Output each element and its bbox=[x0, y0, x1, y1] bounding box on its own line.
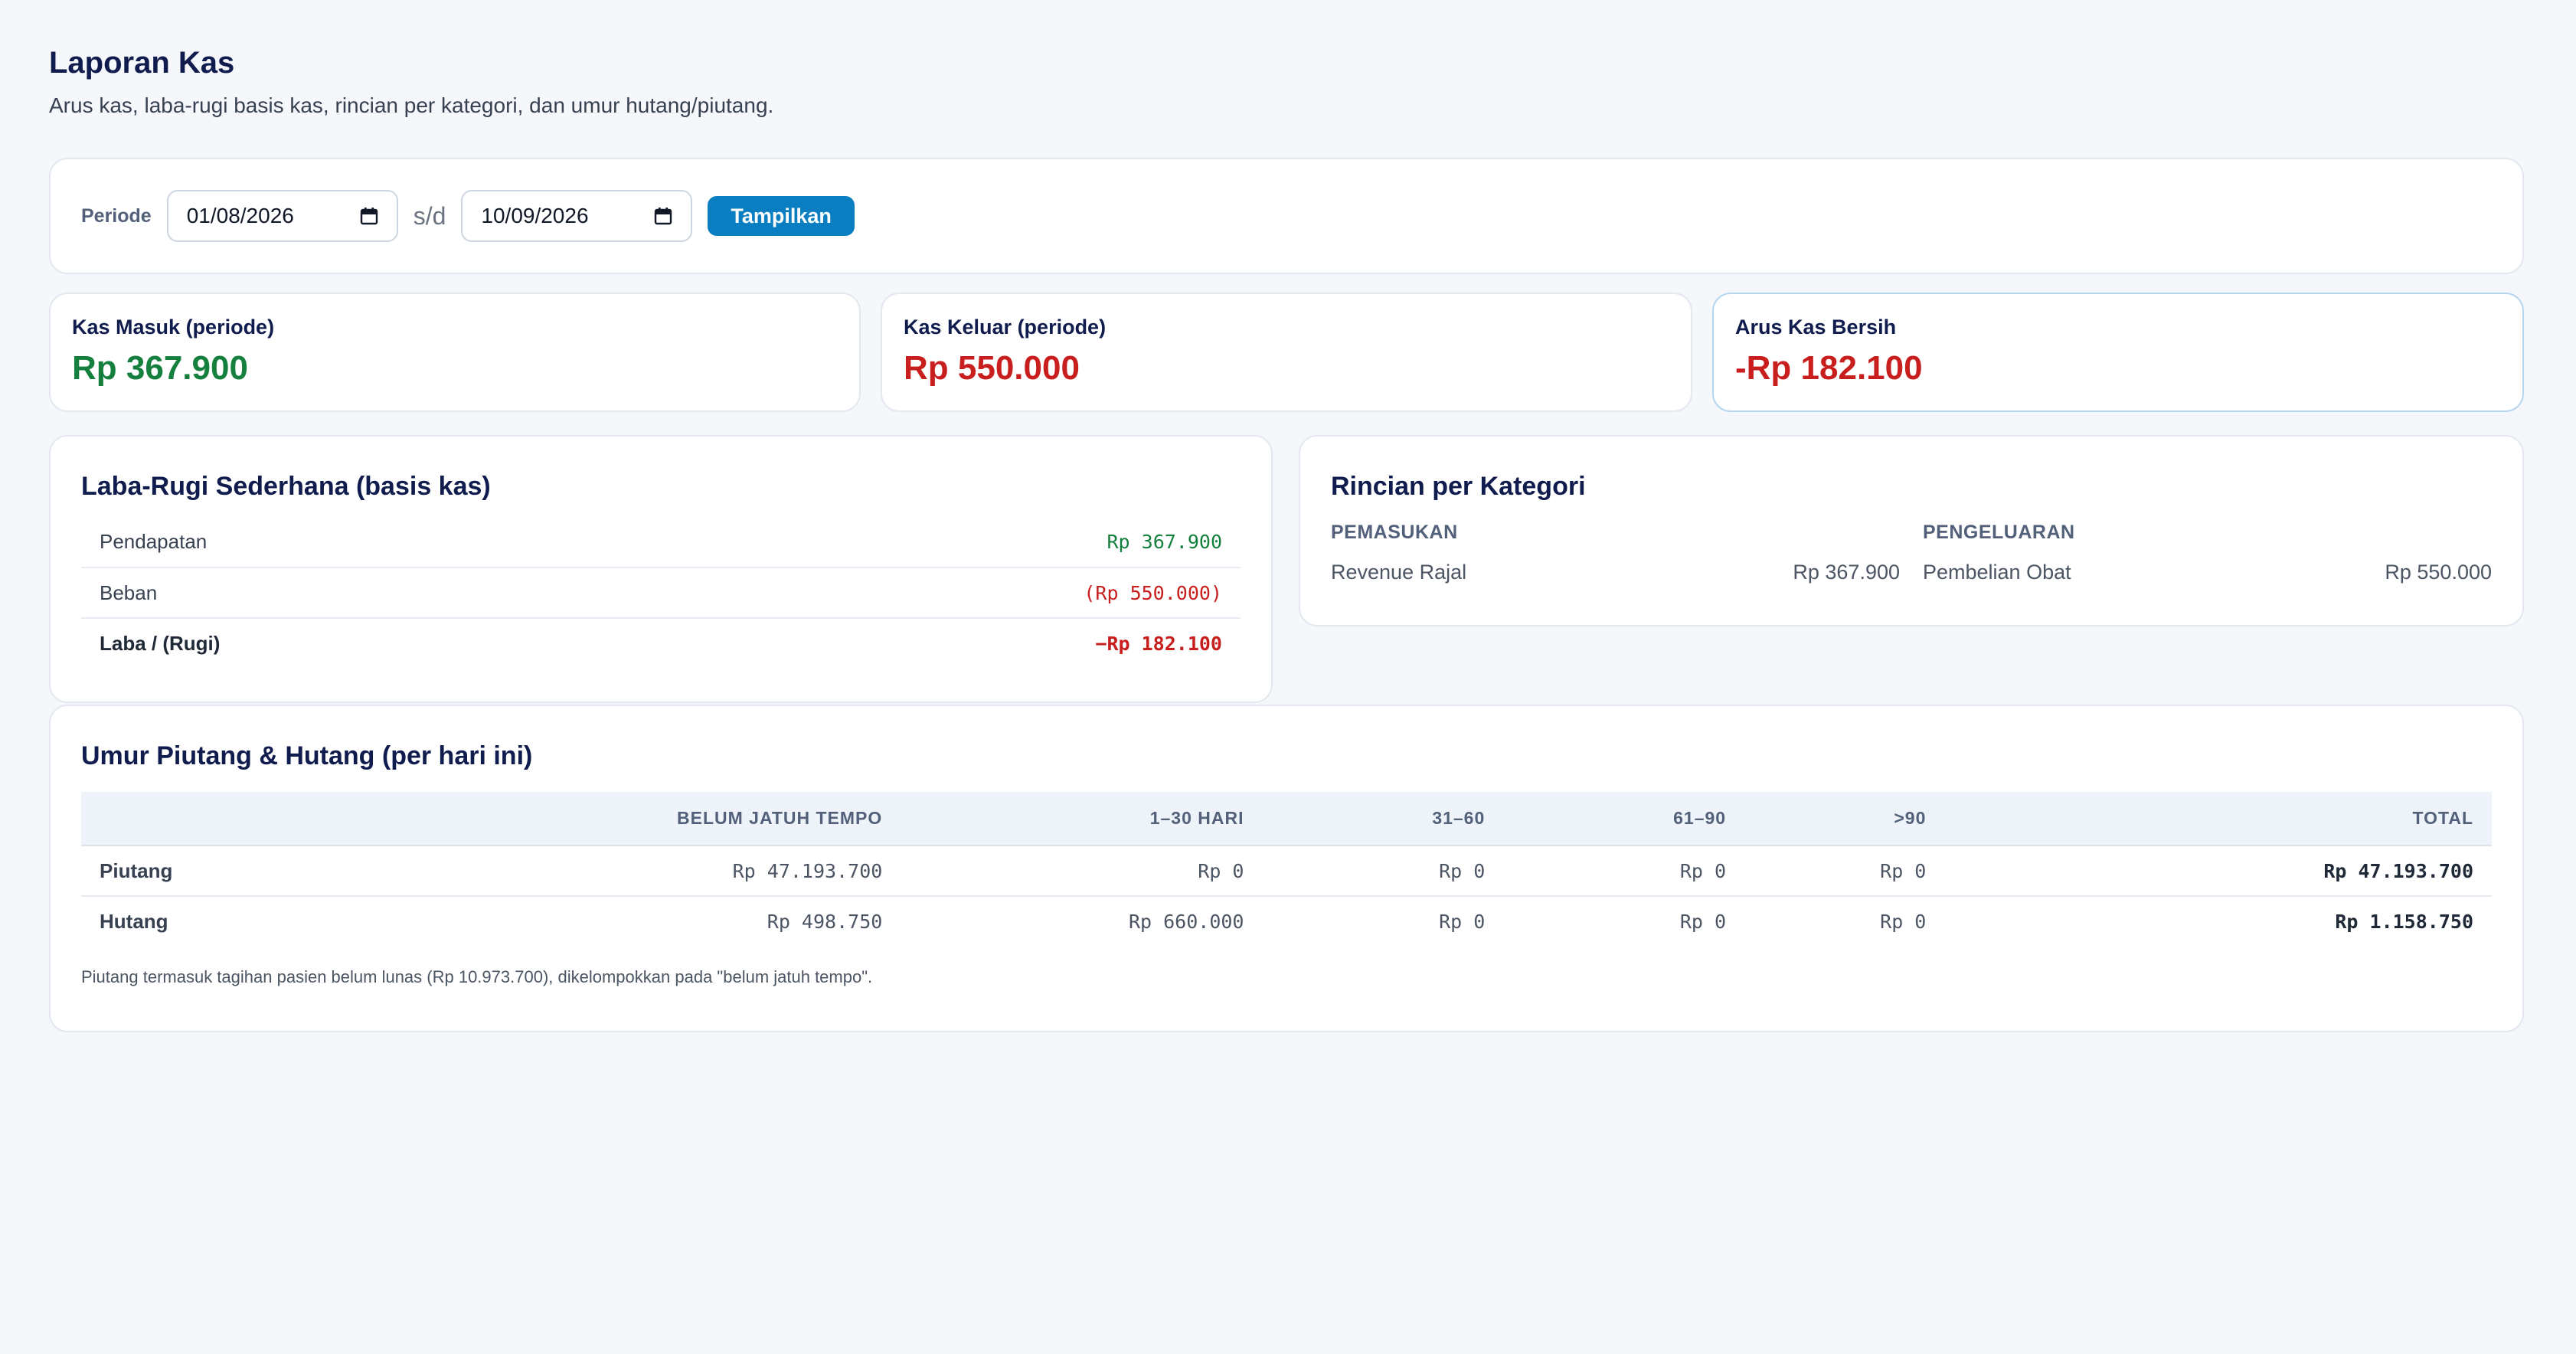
column-header: 31–60 bbox=[1262, 792, 1504, 846]
table-cell: Rp 0 bbox=[1262, 895, 1504, 947]
end-date-value: 10/09/2026 bbox=[481, 204, 589, 227]
aging-table: BELUM JATUH TEMPO 1–30 HARI 31–60 61–90 … bbox=[81, 792, 2492, 947]
stat-value: Rp 550.000 bbox=[904, 349, 1080, 387]
row-amount: (Rp 550.000) bbox=[1084, 581, 1222, 604]
column-header: BELUM JATUH TEMPO bbox=[466, 792, 901, 846]
column-header: >90 bbox=[1744, 792, 1945, 846]
column-header bbox=[81, 792, 467, 846]
aging-title: Umur Piutang & Hutang (per hari ini) bbox=[81, 741, 533, 770]
table-cell: Rp 0 bbox=[1679, 859, 1727, 882]
date-range-separator: s/d bbox=[413, 201, 446, 230]
start-date-input[interactable]: 01/08/2026 bbox=[166, 190, 398, 242]
stat-value: -Rp 182.100 bbox=[1735, 349, 1923, 387]
table-cell: Rp 660.000 bbox=[901, 895, 1263, 947]
category-label: Pembelian Obat bbox=[1923, 561, 2071, 584]
category-label: Revenue Rajal bbox=[1331, 561, 1467, 584]
category-item: Pembelian Obat Rp 550.000 bbox=[1923, 559, 2492, 585]
aging-card: Umur Piutang & Hutang (per hari ini) BEL… bbox=[49, 705, 2524, 1032]
table-cell-total: Rp 1.158.750 bbox=[1944, 895, 2492, 947]
laba-rugi-row-beban: Beban (Rp 550.000) bbox=[81, 567, 1241, 617]
page-subtitle: Arus kas, laba-rugi basis kas, rincian p… bbox=[49, 93, 774, 117]
period-label: Periode bbox=[81, 204, 152, 227]
aging-header-row: BELUM JATUH TEMPO 1–30 HARI 31–60 61–90 … bbox=[81, 792, 2492, 846]
table-cell: Rp 47.193.700 bbox=[732, 859, 883, 882]
calendar-icon[interactable] bbox=[360, 207, 378, 225]
aging-note: Piutang termasuk tagihan pasien belum lu… bbox=[81, 967, 873, 986]
stat-arus-kas-bersih: Arus Kas Bersih -Rp 182.100 bbox=[1712, 293, 2524, 412]
column-header: 61–90 bbox=[1503, 792, 1745, 846]
page-title: Laporan Kas bbox=[49, 46, 235, 80]
row-amount: −Rp 182.100 bbox=[1095, 632, 1222, 655]
table-cell: Rp 0 bbox=[1439, 859, 1486, 882]
row-amount: Rp 367.900 bbox=[1107, 530, 1222, 553]
pemasukan-column: PEMASUKAN Revenue Rajal Rp 367.900 bbox=[1331, 519, 1900, 585]
column-header: 1–30 HARI bbox=[901, 792, 1263, 846]
stat-kas-keluar: Kas Keluar (periode) Rp 550.000 bbox=[881, 293, 1692, 412]
pemasukan-heading: PEMASUKAN bbox=[1331, 522, 1458, 543]
category-amount: Rp 550.000 bbox=[2385, 561, 2492, 584]
row-label: Piutang bbox=[100, 859, 173, 882]
laba-rugi-row-pendapatan: Pendapatan Rp 367.900 bbox=[81, 516, 1241, 567]
table-cell: Rp 0 bbox=[1198, 859, 1244, 882]
pengeluaran-column: PENGELUARAN Pembelian Obat Rp 550.000 bbox=[1923, 519, 2492, 585]
stat-label: Arus Kas Bersih bbox=[1735, 316, 1897, 338]
table-row: Hutang Rp 498.750 Rp 660.000 Rp 0 Rp 0 R… bbox=[81, 895, 2492, 947]
start-date-value: 01/08/2026 bbox=[186, 204, 294, 227]
category-item: Revenue Rajal Rp 367.900 bbox=[1331, 559, 1900, 585]
row-label: Beban bbox=[100, 581, 158, 604]
stat-value: Rp 367.900 bbox=[72, 349, 248, 387]
pengeluaran-heading: PENGELUARAN bbox=[1923, 522, 2075, 543]
table-cell: Rp 0 bbox=[1880, 859, 1927, 882]
column-header: TOTAL bbox=[1944, 792, 2492, 846]
stat-label: Kas Keluar (periode) bbox=[904, 316, 1107, 338]
category-amount: Rp 367.900 bbox=[1793, 561, 1900, 584]
table-cell-total: Rp 47.193.700 bbox=[2323, 859, 2473, 882]
stat-label: Kas Masuk (periode) bbox=[72, 316, 275, 338]
laba-rugi-row-total: Laba / (Rugi) −Rp 182.100 bbox=[81, 617, 1241, 668]
laba-rugi-list: Pendapatan Rp 367.900 Beban (Rp 550.000)… bbox=[81, 516, 1241, 668]
end-date-input[interactable]: 10/09/2026 bbox=[461, 190, 693, 242]
table-cell: Rp 498.750 bbox=[466, 895, 901, 947]
table-cell: Rp 0 bbox=[1744, 895, 1945, 947]
row-label: Pendapatan bbox=[100, 529, 208, 553]
calendar-icon[interactable] bbox=[654, 207, 672, 225]
tampilkan-button[interactable]: Tampilkan bbox=[708, 196, 855, 236]
period-filter-card: Periode 01/08/2026 s/d 10/09/2026 bbox=[49, 158, 2524, 274]
laba-rugi-card: Laba-Rugi Sederhana (basis kas) Pendapat… bbox=[49, 435, 1273, 703]
table-cell: Rp 0 bbox=[1503, 895, 1745, 947]
row-label: Hutang bbox=[81, 895, 467, 947]
rincian-title: Rincian per Kategori bbox=[1331, 472, 1586, 501]
table-row: Piutang Rp 47.193.700 Rp 0 Rp 0 Rp 0 Rp … bbox=[81, 845, 2492, 896]
rincian-kategori-card: Rincian per Kategori PEMASUKAN Revenue R… bbox=[1299, 435, 2524, 626]
laba-rugi-title: Laba-Rugi Sederhana (basis kas) bbox=[81, 472, 491, 501]
row-label: Laba / (Rugi) bbox=[100, 631, 221, 655]
stat-kas-masuk: Kas Masuk (periode) Rp 367.900 bbox=[49, 293, 861, 412]
